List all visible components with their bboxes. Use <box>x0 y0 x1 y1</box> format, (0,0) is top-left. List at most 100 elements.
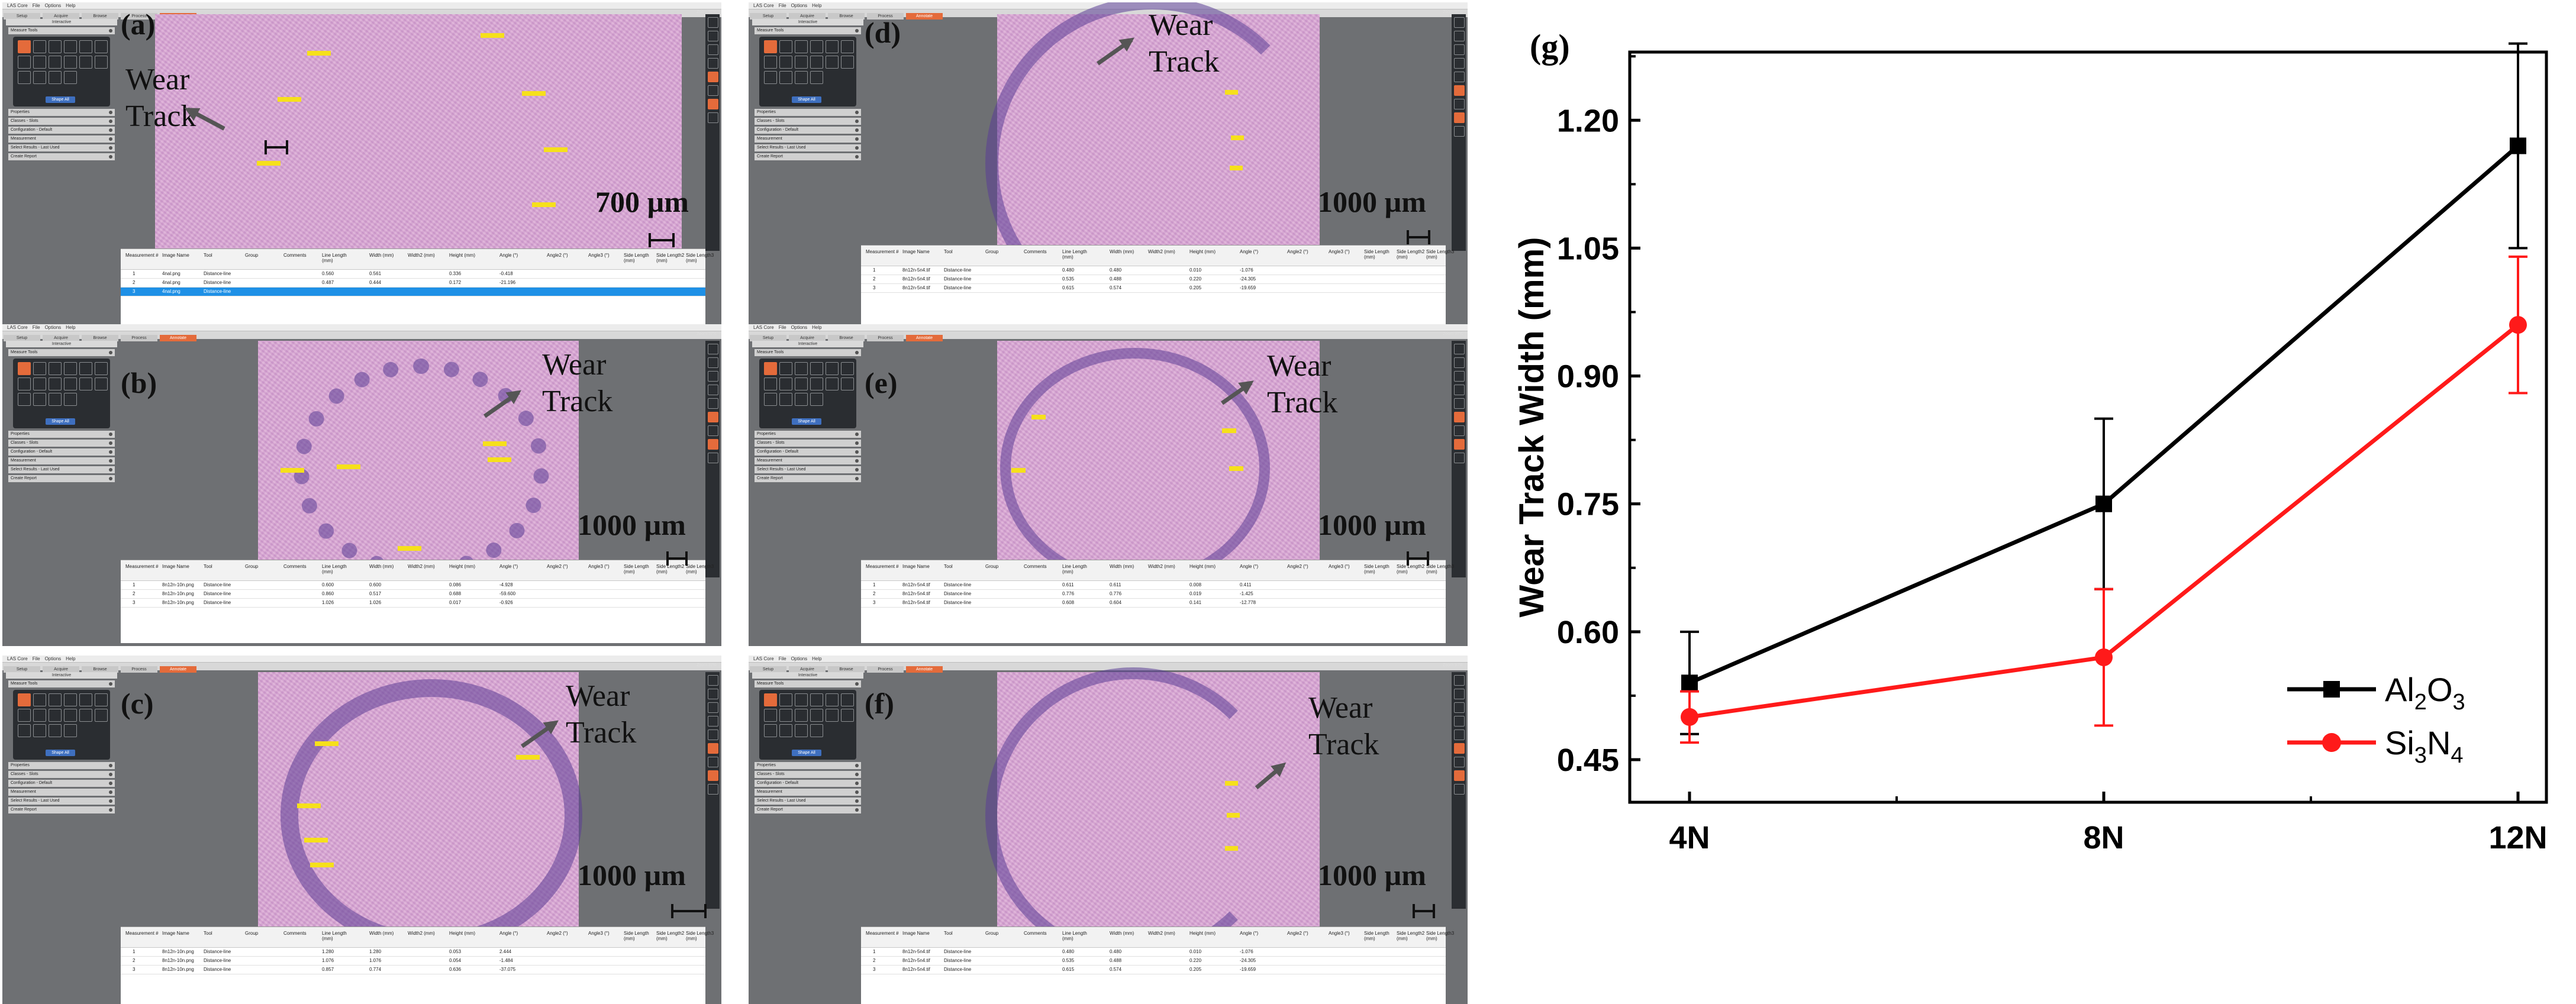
left-row-properties[interactable]: Properties <box>8 109 115 116</box>
tab-browse[interactable]: Browse <box>82 335 118 341</box>
column-header[interactable]: Width (mm) <box>1110 564 1134 569</box>
circle-tool-icon[interactable] <box>764 56 777 69</box>
circle-tool-icon[interactable] <box>764 709 777 722</box>
menu-app[interactable]: LAS Core <box>7 656 28 661</box>
column-header[interactable]: Width2 (mm) <box>408 564 435 569</box>
column-header[interactable]: Line Length (mm) <box>322 253 347 263</box>
menu-app[interactable]: LAS Core <box>753 325 774 330</box>
delete-tool-icon[interactable] <box>810 393 823 406</box>
shape-all-button[interactable]: Shape All <box>792 750 821 756</box>
overlay-icon[interactable] <box>708 72 718 82</box>
delete-tool-icon[interactable] <box>810 724 823 737</box>
left-row-measurement[interactable]: Measurement <box>8 789 115 796</box>
column-header[interactable]: Comments <box>1024 564 1047 569</box>
ellipse-tool-icon[interactable] <box>33 56 46 69</box>
circle-tool-icon[interactable] <box>18 56 31 69</box>
table-row[interactable]: 2 8n12n-10n.png Distance-line 0.860 0.517 0.6… <box>121 590 705 599</box>
shape-all-button[interactable]: Shape All <box>46 750 75 756</box>
column-header[interactable]: Angle (°) <box>1240 564 1259 569</box>
column-header[interactable]: Image Name <box>162 564 189 569</box>
column-header[interactable]: Width2 (mm) <box>408 253 435 258</box>
column-header[interactable]: Width (mm) <box>1110 249 1134 254</box>
left-row-select-results[interactable]: Select Results - Last Used <box>755 466 861 473</box>
left-row-create-report[interactable]: Create Report <box>8 475 115 482</box>
menu-options[interactable]: Options <box>791 656 808 661</box>
ellipse-tool-icon[interactable] <box>779 709 792 722</box>
column-header[interactable]: Angle2 (°) <box>547 931 568 936</box>
tab-setup[interactable]: Setup <box>750 335 786 341</box>
zoom-in-icon[interactable] <box>708 344 718 354</box>
settings-icon[interactable] <box>1454 784 1465 795</box>
angle-tool-icon[interactable] <box>49 377 62 390</box>
column-header[interactable]: Line Length (mm) <box>322 564 347 574</box>
layers-icon[interactable] <box>708 729 718 740</box>
column-header[interactable]: Tool <box>944 931 953 936</box>
pan-icon[interactable] <box>708 44 718 55</box>
polyline-tool-icon[interactable] <box>49 40 62 53</box>
menu-file[interactable]: File <box>778 656 786 661</box>
tab-acquire[interactable]: Acquire <box>43 13 79 20</box>
polygon-tool-icon[interactable] <box>79 40 92 53</box>
grid-tool-icon[interactable] <box>64 709 77 722</box>
column-header[interactable]: Side Length3 (mm) <box>1426 564 1455 574</box>
left-row-classes[interactable]: Classes - Slots <box>8 440 115 447</box>
column-header[interactable]: Side Length3 (mm) <box>686 931 714 941</box>
grid-tool-icon[interactable] <box>64 377 77 390</box>
column-header[interactable]: Angle (°) <box>499 931 518 936</box>
zoom-out-icon[interactable] <box>708 689 718 699</box>
column-header[interactable]: Measurement # <box>866 931 899 936</box>
zoom-out-icon[interactable] <box>1454 689 1465 699</box>
column-header[interactable]: Side Length (mm) <box>624 931 649 941</box>
table-row[interactable]: 3 8n12n-10n.png Distance-line 0.857 0.774 0.6… <box>121 966 705 974</box>
camera-icon[interactable] <box>708 425 718 436</box>
column-header[interactable]: Width (mm) <box>369 253 394 258</box>
rect-tool-icon[interactable] <box>95 40 108 53</box>
text-tool-icon[interactable] <box>95 377 108 390</box>
menu-help[interactable]: Help <box>812 656 822 661</box>
line-tool-icon[interactable] <box>764 693 777 706</box>
column-header[interactable]: Angle3 (°) <box>588 931 610 936</box>
column-header[interactable]: Width2 (mm) <box>1148 931 1175 936</box>
grid-tool-icon[interactable] <box>810 377 823 390</box>
column-header[interactable]: Angle2 (°) <box>1287 564 1308 569</box>
left-row-classes[interactable]: Classes - Slots <box>8 118 115 125</box>
menu-help[interactable]: Help <box>66 656 76 661</box>
column-header[interactable]: Comments <box>283 253 307 258</box>
left-row-configuration[interactable]: Configuration - Default <box>8 448 115 456</box>
table-row[interactable]: 2 8n12n-5n4.tif Distance-line 0.535 0.488 0.2… <box>861 957 1446 966</box>
tab-browse[interactable]: Browse <box>828 666 865 673</box>
left-row-measurement[interactable]: Measurement <box>755 789 861 796</box>
column-header[interactable]: Side Length (mm) <box>1364 931 1389 941</box>
point-tool-icon[interactable] <box>79 709 92 722</box>
left-row-classes[interactable]: Classes - Slots <box>755 440 861 447</box>
column-header[interactable]: Measurement # <box>125 253 159 258</box>
menu-app[interactable]: LAS Core <box>753 3 774 8</box>
text-tool-icon[interactable] <box>841 709 854 722</box>
angle-tool-icon[interactable] <box>795 709 808 722</box>
grid-tool-icon[interactable] <box>64 56 77 69</box>
left-row-select-results[interactable]: Select Results - Last Used <box>8 798 115 805</box>
circle-tool-icon[interactable] <box>18 377 31 390</box>
tab-annotate[interactable]: Annotate <box>906 666 943 673</box>
rect-tool-icon[interactable] <box>95 693 108 706</box>
zoom-in-icon[interactable] <box>708 17 718 28</box>
overlay-icon[interactable] <box>1454 85 1465 96</box>
column-header[interactable]: Side Length2 (mm) <box>656 564 685 574</box>
tab-browse[interactable]: Browse <box>82 13 118 20</box>
rect-tool-icon[interactable] <box>841 40 854 53</box>
zoom-out-icon[interactable] <box>1454 31 1465 41</box>
delete-tool-icon[interactable] <box>810 71 823 84</box>
tab-browse[interactable]: Browse <box>828 13 865 20</box>
left-row-create-report[interactable]: Create Report <box>755 153 861 160</box>
freehand-tool-icon[interactable] <box>64 362 77 375</box>
shape-all-button[interactable]: Shape All <box>46 418 75 425</box>
measure-tools-label[interactable]: Measure Tools <box>755 349 861 356</box>
column-header[interactable]: Width2 (mm) <box>1148 249 1175 254</box>
polygon-tool-icon[interactable] <box>826 40 839 53</box>
count-tool-icon[interactable] <box>49 393 62 406</box>
pan-icon[interactable] <box>1454 44 1465 55</box>
column-header[interactable]: Line Length (mm) <box>1062 249 1087 260</box>
tab-annotate[interactable]: Annotate <box>160 335 196 341</box>
left-row-measurement[interactable]: Measurement <box>8 135 115 143</box>
grid-tool-icon[interactable] <box>810 709 823 722</box>
